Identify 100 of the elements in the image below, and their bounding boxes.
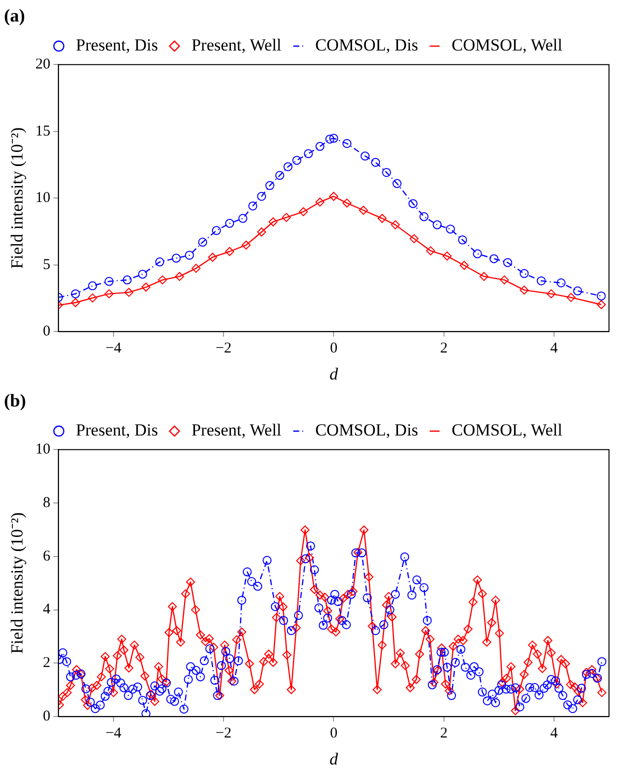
point (358, 206, 368, 215)
legend-label: Present, Dis (76, 36, 158, 55)
y-tick-label: 5 (42, 256, 50, 273)
y-tick-label: 10 (35, 190, 50, 206)
point (265, 181, 274, 190)
point (573, 286, 582, 296)
point (596, 300, 606, 310)
chart-title: (b) (4, 390, 26, 410)
point (315, 142, 324, 151)
point (520, 286, 529, 295)
point (536, 276, 546, 286)
point (500, 275, 509, 284)
point (225, 218, 234, 228)
point (292, 156, 302, 165)
point (342, 139, 352, 148)
point (158, 275, 167, 284)
y-tick-label: 4 (42, 602, 51, 618)
point (275, 170, 284, 180)
point (420, 212, 428, 222)
point (212, 226, 221, 236)
point (392, 179, 402, 188)
y-tick-label: 0 (42, 324, 50, 340)
point (141, 282, 150, 292)
point (520, 269, 529, 278)
point (315, 198, 324, 207)
point (472, 249, 482, 258)
x-tick-label: −4 (105, 340, 122, 357)
y-tick-label: 0 (42, 708, 50, 725)
point (446, 224, 455, 234)
point (238, 214, 248, 223)
legend-label: Present, Well (191, 420, 282, 440)
x-tick-label: 0 (330, 726, 338, 742)
legend-label: COMSOL, Dis (315, 420, 418, 440)
point (371, 158, 380, 167)
legend-label: COMSOL, Well (452, 420, 563, 440)
point (104, 276, 114, 286)
x-tick-label: 4 (550, 726, 558, 742)
y-tick-label: 20 (35, 56, 50, 73)
point (480, 272, 489, 281)
point (460, 260, 469, 270)
point (442, 252, 452, 261)
legend-label: Present, Dis (76, 420, 158, 440)
point (257, 192, 266, 201)
point (298, 207, 308, 216)
point (566, 292, 576, 302)
point (172, 254, 181, 263)
point (242, 240, 251, 250)
point (282, 212, 291, 222)
point (503, 258, 512, 268)
y-tick-label: 15 (35, 123, 50, 140)
y-axis-title: Field intensity (10⁻²) (8, 512, 27, 654)
point (122, 275, 132, 284)
y-tick-label: 10 (35, 442, 50, 458)
point (88, 293, 98, 302)
point (489, 254, 498, 264)
point (390, 220, 400, 230)
legend-label: COMSOL, Dis (315, 36, 418, 55)
point (426, 246, 436, 256)
x-tick-label: 0 (330, 340, 338, 357)
x-tick-label: 2 (440, 726, 448, 742)
x-tick-label: −2 (216, 726, 232, 742)
point (304, 149, 313, 158)
x-tick-label: 4 (550, 340, 558, 357)
legend-label: COMSOL, Well (452, 36, 563, 55)
y-tick-label: 8 (42, 494, 50, 511)
y-axis-title: Field intensity (10⁻²) (8, 127, 27, 269)
point (198, 238, 208, 247)
point (556, 278, 566, 288)
point (284, 162, 292, 172)
point (342, 198, 352, 208)
point (329, 192, 338, 201)
point (329, 134, 338, 143)
y-tick-label: 6 (42, 548, 51, 564)
legend-label: Present, Well (191, 36, 282, 55)
point (70, 289, 80, 298)
point (124, 288, 134, 297)
point (360, 152, 370, 161)
chart-title: (a) (4, 5, 25, 26)
point (155, 257, 164, 266)
x-axis-title: d (329, 749, 338, 768)
x-tick-label: 2 (440, 340, 448, 357)
point (225, 247, 234, 256)
point (408, 199, 418, 208)
x-tick-label: −4 (105, 726, 122, 742)
point (596, 291, 606, 300)
point (192, 264, 201, 273)
point (208, 252, 218, 262)
point (88, 281, 98, 290)
point (248, 201, 258, 210)
point (70, 298, 80, 308)
point (458, 235, 468, 244)
point (546, 289, 556, 298)
point (184, 250, 194, 260)
point (138, 270, 148, 279)
point (268, 217, 278, 226)
x-tick-label: −2 (216, 340, 232, 357)
y-tick-label: 2 (42, 655, 50, 672)
point (410, 234, 419, 244)
point (432, 220, 442, 230)
point (325, 134, 334, 144)
